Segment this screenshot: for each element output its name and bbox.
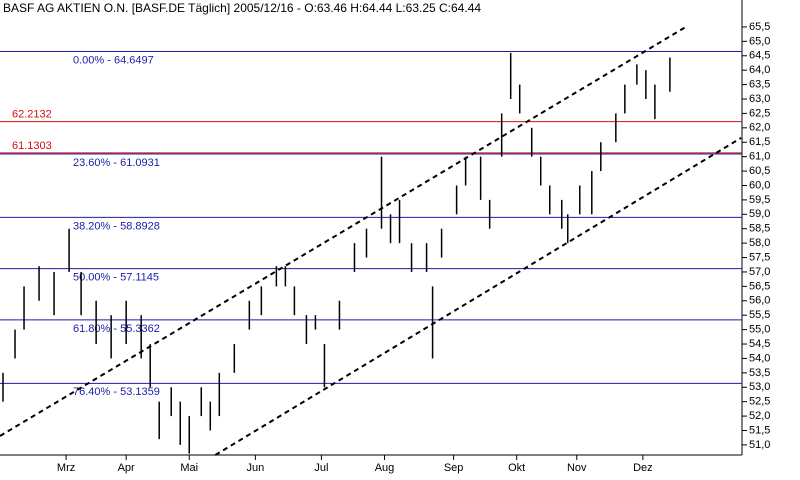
x-tick-label: Apr (118, 462, 135, 474)
x-tick-label: Dez (633, 462, 653, 474)
chart-title: BASF AG AKTIEN O.N. [BASF.DE Täglich] 20… (3, 1, 481, 15)
trend-line (0, 26, 687, 437)
y-tick-label: 64,0 (749, 64, 770, 76)
trend-line (214, 137, 742, 456)
y-tick-label: 56,0 (749, 295, 770, 307)
y-tick-label: 54,5 (749, 338, 770, 350)
x-tick-label: Sep (444, 462, 464, 474)
y-tick-label: 58,0 (749, 237, 770, 249)
x-tick-label: Jul (314, 462, 328, 474)
y-tick-label: 58,5 (749, 223, 770, 235)
y-tick-label: 62,0 (749, 122, 770, 134)
y-tick-label: 61,5 (749, 136, 770, 148)
fib-label: 0.00% - 64.6497 (73, 54, 154, 66)
y-tick-label: 63,5 (749, 78, 770, 90)
x-tick-label: Jun (246, 462, 264, 474)
fib-label: 61.80% - 55.3362 (73, 323, 160, 335)
y-tick-label: 51,5 (749, 424, 770, 436)
y-tick-label: 57,0 (749, 266, 770, 278)
x-tick-label: Nov (567, 462, 587, 474)
y-tick-label: 65,5 (749, 21, 770, 33)
y-tick-label: 63,0 (749, 93, 770, 105)
y-tick-label: 51,0 (749, 439, 770, 451)
level-label: 61.1303 (12, 140, 52, 152)
x-tick-label: Okt (508, 462, 525, 474)
y-tick-label: 60,5 (749, 165, 770, 177)
y-tick-label: 53,0 (749, 381, 770, 393)
y-tick-label: 60,0 (749, 179, 770, 191)
y-tick-label: 59,5 (749, 194, 770, 206)
y-tick-label: 54,0 (749, 352, 770, 364)
fib-label: 23.60% - 61.0931 (73, 157, 160, 169)
y-tick-label: 55,0 (749, 324, 770, 336)
y-tick-label: 53,5 (749, 367, 770, 379)
fib-label: 38.20% - 58.8928 (73, 220, 160, 232)
y-tick-label: 62,5 (749, 107, 770, 119)
level-label: 62.2132 (12, 109, 52, 121)
y-tick-label: 55,5 (749, 309, 770, 321)
y-tick-label: 61,0 (749, 151, 770, 163)
y-tick-label: 56,5 (749, 280, 770, 292)
y-tick-label: 64,5 (749, 50, 770, 62)
y-tick-label: 59,0 (749, 208, 770, 220)
y-tick-label: 52,5 (749, 396, 770, 408)
x-tick-label: Mrz (57, 462, 75, 474)
x-tick-label: Aug (375, 462, 395, 474)
fib-label: 50.00% - 57.1145 (73, 272, 159, 284)
x-tick-label: Mai (180, 462, 198, 474)
y-tick-label: 65,0 (749, 35, 770, 47)
y-tick-label: 52,0 (749, 410, 770, 422)
fib-label: 76.40% - 53.1359 (73, 386, 160, 398)
y-tick-label: 57,5 (749, 251, 770, 263)
